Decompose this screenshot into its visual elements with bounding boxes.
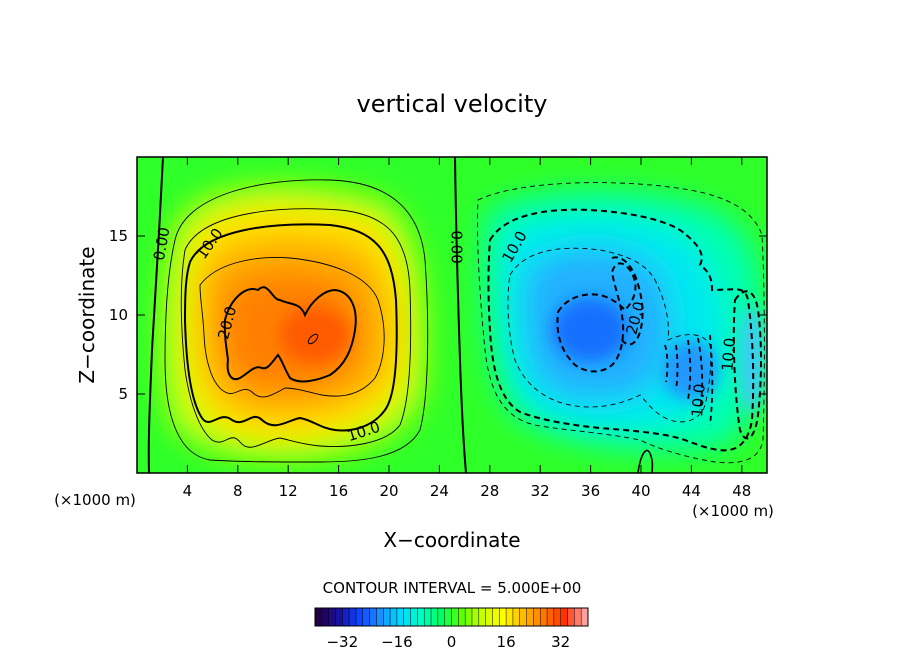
colorbar-segment xyxy=(349,608,357,626)
colorbar-segment xyxy=(492,608,500,626)
colorbar-segment xyxy=(560,608,569,626)
contour-neg-20b xyxy=(611,256,644,346)
contour-pos-10 xyxy=(183,223,398,432)
colorbar-frame xyxy=(314,607,589,627)
colorbar-segment xyxy=(574,608,582,626)
contour-label: 0.00 xyxy=(150,226,174,262)
colorbar-segment xyxy=(328,608,336,626)
colorbar-segment xyxy=(383,608,391,626)
colorbar-segment xyxy=(437,608,446,626)
colorbar-segment xyxy=(444,608,452,626)
y-tick-label: 5 xyxy=(118,385,128,403)
x-tick-label: 28 xyxy=(480,482,499,500)
x-tick-label: 8 xyxy=(233,482,243,500)
colorbar-segment xyxy=(396,608,405,626)
colorbar-segment xyxy=(369,608,377,626)
colorbar-segment xyxy=(540,608,548,626)
plot-area: 0.00 10.020.010.00.00 10.020.010.010.0 xyxy=(137,157,767,473)
contour-pos-5 xyxy=(164,179,429,463)
contour-pos-10-outer xyxy=(180,208,412,448)
colorbar-segment xyxy=(403,608,412,626)
colorbar-segment xyxy=(321,608,330,626)
x-unit-right: (×1000 m) xyxy=(692,502,774,520)
x-tick-label: 16 xyxy=(329,482,348,500)
x-unit-left: (×1000 m) xyxy=(54,491,136,509)
x-tick-label: 40 xyxy=(631,482,650,500)
x-axis-ticks: 4 8 12 16 20 24 28 32 36 40 44 48 xyxy=(183,157,751,500)
y-axis-label: Z−coordinate xyxy=(75,246,99,383)
colorbar-segment xyxy=(431,608,439,626)
contour-neg-right xyxy=(732,290,762,440)
colorbar-segment xyxy=(451,608,459,626)
contour-interval-text: CONTOUR INTERVAL = 5.000E+00 xyxy=(323,579,582,597)
colorbar-segment xyxy=(424,608,432,626)
contour-neg-10 xyxy=(487,208,755,452)
contour-zero-bottom xyxy=(637,449,654,473)
x-tick-label: 12 xyxy=(279,482,298,500)
contour-pos-20 xyxy=(223,286,357,383)
contour-zero-left xyxy=(147,157,164,473)
x-tick-label: 44 xyxy=(682,482,701,500)
colorbar-segment xyxy=(485,608,493,626)
contour-neg-20 xyxy=(556,262,637,373)
contour-label: 10.0 xyxy=(718,337,739,372)
colorbar-segment xyxy=(342,608,350,626)
colorbar-segment xyxy=(478,608,487,626)
updraft-core xyxy=(280,307,350,363)
x-tick-label: 20 xyxy=(379,482,398,500)
x-axis-label: X−coordinate xyxy=(383,528,520,552)
colorbar-segment xyxy=(390,608,398,626)
contour-neg-streaks xyxy=(664,334,714,426)
colorbar-segment xyxy=(355,608,364,626)
x-tick-label: 48 xyxy=(732,482,751,500)
colorbar-tick-label: 0 xyxy=(447,633,457,651)
colorbar-segment xyxy=(335,608,343,626)
contour-pos-25 xyxy=(307,333,319,345)
colorbar-segment xyxy=(362,608,371,626)
colorbar-segment xyxy=(581,608,589,626)
colorbar-segment xyxy=(533,608,541,626)
colorbar-segment xyxy=(553,608,562,626)
colorbar-segment xyxy=(465,608,473,626)
colorbar-segment xyxy=(567,608,575,626)
colorbar-segment xyxy=(512,608,521,626)
x-tick-label: 32 xyxy=(531,482,550,500)
colorbar: −32 −16 0 16 32 xyxy=(314,607,589,651)
colorbar-segment xyxy=(519,608,528,626)
colorbar-segment xyxy=(410,608,418,626)
chart-title: vertical velocity xyxy=(357,90,548,118)
y-axis-ticks: 5 10 15 xyxy=(109,227,767,403)
colorbar-tick-label: −32 xyxy=(326,633,358,651)
colorbar-segment xyxy=(547,608,555,626)
colorbar-segment xyxy=(376,608,384,626)
colorbar-segment xyxy=(506,608,514,626)
y-tick-label: 15 xyxy=(109,227,128,245)
x-tick-label: 36 xyxy=(581,482,600,500)
colorbar-segment xyxy=(417,608,425,626)
y-tick-label: 10 xyxy=(109,306,128,324)
colorbar-tick-label: 16 xyxy=(497,633,516,651)
colorbar-segment xyxy=(499,608,507,626)
contour-neg-5 xyxy=(477,182,765,464)
colorbar-segment xyxy=(471,608,480,626)
contour-pos-15 xyxy=(199,257,385,398)
x-tick-label: 4 xyxy=(183,482,193,500)
colorbar-tick-label: 32 xyxy=(551,633,570,651)
x-tick-label: 24 xyxy=(430,482,449,500)
contour-label: 0.00 xyxy=(447,230,465,263)
contour-label: 10.0 xyxy=(688,383,709,418)
contour-zero-middle xyxy=(454,157,467,473)
colorbar-segment xyxy=(458,608,466,626)
colorbar-tick-label: −16 xyxy=(381,633,413,651)
colorbar-segment xyxy=(315,608,323,626)
contour-neg-15 xyxy=(507,247,712,423)
colorbar-segment xyxy=(526,608,534,626)
